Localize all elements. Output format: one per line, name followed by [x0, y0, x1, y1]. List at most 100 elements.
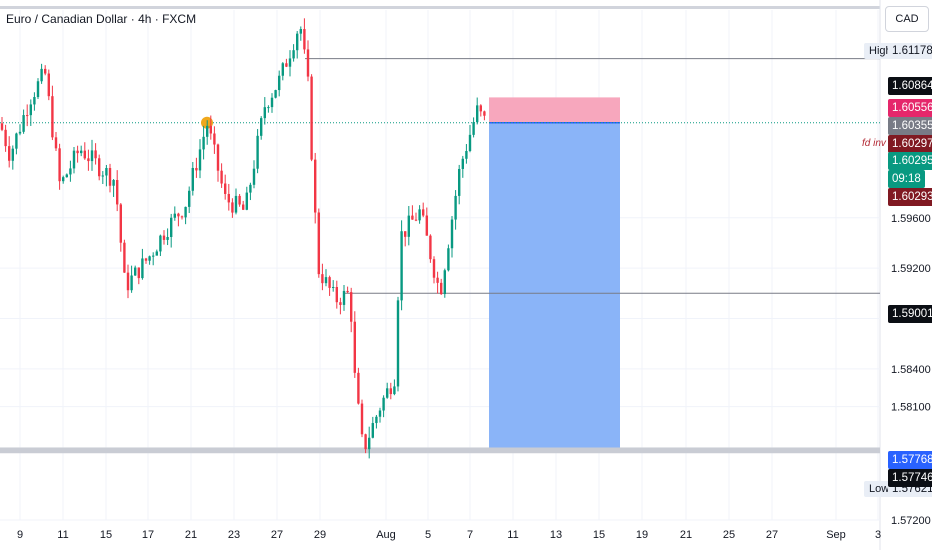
candle-body — [166, 237, 169, 240]
x-tick-label: 11 — [507, 529, 518, 541]
candle-body — [306, 49, 310, 77]
candle-body — [472, 122, 475, 135]
x-tick-label: 3 — [875, 529, 881, 541]
candle-body — [234, 195, 238, 213]
candle-body — [123, 242, 126, 273]
candle-body — [436, 277, 439, 283]
candle-body — [119, 204, 122, 243]
candle-body — [44, 68, 47, 74]
x-tick-label: 27 — [271, 529, 283, 541]
candle-body — [303, 29, 306, 50]
candle-body — [418, 209, 421, 221]
candle-body — [321, 274, 324, 284]
candle-body — [191, 167, 194, 191]
candle-body — [22, 115, 25, 132]
candle-body — [443, 270, 446, 295]
x-tick-label: 5 — [425, 529, 431, 541]
price-tag: 1.60556 — [888, 99, 932, 117]
candle-body — [281, 63, 284, 76]
candle-body — [54, 137, 58, 149]
x-tick-label: 11 — [57, 529, 68, 541]
candle-body — [180, 216, 184, 218]
horizontal-lines — [0, 58, 880, 454]
candle-body — [130, 275, 133, 291]
candle-body — [378, 410, 382, 417]
candle-body — [83, 150, 86, 159]
candle-body — [249, 184, 252, 193]
candle-body — [238, 195, 241, 205]
candle-body — [267, 107, 270, 109]
candle-body — [270, 97, 274, 108]
candle-body — [202, 136, 205, 150]
candle-body — [101, 175, 104, 177]
x-tick-label: 29 — [314, 529, 326, 541]
candle-body — [450, 219, 454, 249]
low-band — [0, 447, 880, 454]
candle-body — [335, 286, 338, 303]
candle-body — [126, 272, 130, 291]
candle-body — [324, 277, 328, 284]
grid — [0, 0, 881, 550]
stop-loss-zone — [489, 97, 620, 123]
candle-body — [29, 104, 32, 116]
candle-body — [447, 248, 450, 271]
candle-body — [26, 115, 29, 117]
candle-body — [404, 231, 407, 237]
top-border — [0, 6, 880, 9]
candle-body — [382, 397, 385, 411]
candle-body — [231, 202, 234, 213]
candle-body — [274, 90, 277, 98]
candle-body — [317, 212, 320, 275]
x-tick-label: 7 — [467, 529, 473, 541]
candle-body — [206, 125, 209, 137]
candle-body — [47, 73, 50, 97]
candle-body — [458, 168, 461, 196]
x-tick-label: 27 — [766, 529, 778, 541]
candle-body — [62, 177, 65, 182]
candle-body — [414, 219, 418, 221]
y-tick-label: 1.58100 — [891, 402, 931, 414]
x-tick-label: 17 — [142, 529, 154, 541]
x-tick-label: 15 — [100, 529, 112, 541]
price-tag: 1.60293 — [888, 188, 932, 206]
candle-body — [432, 259, 436, 278]
candle-body — [76, 150, 79, 154]
candle-body — [105, 168, 108, 176]
time-axis[interactable]: 9 11 15 17 21 23 27 29 Aug 5 7 11 13 15 19 21 25 27 Sep 3 — [17, 529, 881, 541]
candle-body — [173, 213, 176, 218]
candle-body — [256, 135, 259, 169]
candle-body — [353, 321, 356, 373]
candle-body — [4, 129, 7, 147]
candle-body — [159, 235, 162, 252]
candle-body — [342, 290, 346, 305]
candle-body — [252, 168, 256, 185]
candle-body — [90, 150, 94, 162]
candle-body — [209, 125, 212, 134]
candle-body — [332, 286, 335, 288]
currency-button[interactable]: CAD — [885, 6, 929, 32]
take-profit-zone — [489, 122, 620, 449]
candle-body — [346, 290, 349, 293]
candle-body — [389, 388, 392, 395]
candle-body — [33, 97, 36, 105]
candle-body — [134, 267, 137, 276]
candle-body — [465, 151, 468, 159]
candle-body — [65, 174, 68, 178]
y-tick-label: 1.59200 — [891, 263, 931, 275]
candle-body — [350, 292, 353, 322]
candle-body — [299, 29, 302, 34]
x-tick-label: Sep — [826, 529, 846, 541]
price-tag: 1.60297 — [888, 135, 932, 153]
candle-body — [263, 107, 266, 119]
candle-body — [368, 437, 371, 450]
y-tick-label: 1.58400 — [891, 364, 931, 376]
candle-body — [386, 388, 389, 398]
candle-body — [400, 231, 403, 301]
high-value: 1.61178 — [888, 43, 932, 59]
price-tag: 1.60864 — [888, 77, 932, 95]
candle-body — [224, 183, 227, 194]
candle-body — [69, 168, 72, 175]
annotation-label: fd inv — [862, 138, 886, 149]
candle-body — [461, 158, 464, 169]
